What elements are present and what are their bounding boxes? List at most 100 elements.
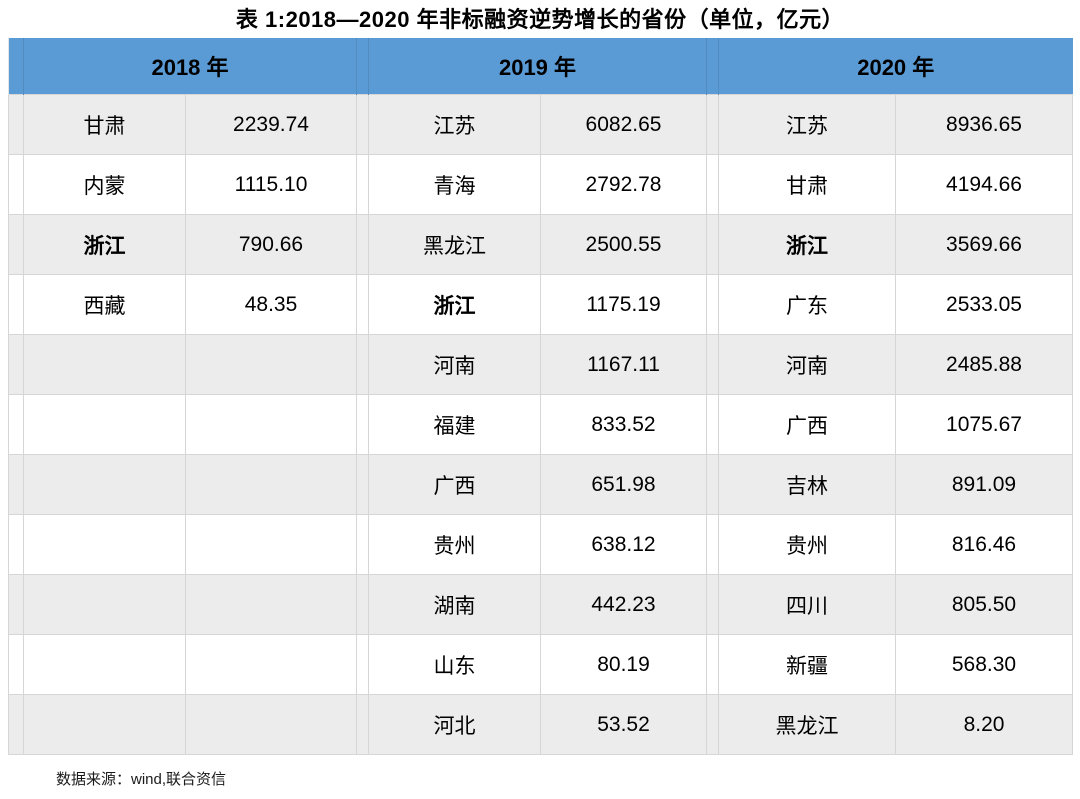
province-2018: 内蒙 [23,154,186,215]
province-2019: 贵州 [368,514,541,575]
province-2019: 江苏 [368,94,541,155]
value-2018 [185,334,357,395]
year-header-2018: 2018 年 [23,38,357,95]
value-2018: 1115.10 [185,154,357,215]
value-2020: 891.09 [895,454,1073,515]
column-gap [706,634,719,695]
value-2018: 790.66 [185,214,357,275]
table-row: 山东 80.19 新疆 568.30 [8,634,1073,695]
province-2019: 广西 [368,454,541,515]
value-2019: 638.12 [540,514,707,575]
column-gap [356,394,369,455]
province-2020: 甘肃 [718,154,896,215]
province-2019: 福建 [368,394,541,455]
value-2018 [185,634,357,695]
row-gap [8,454,24,515]
value-2019: 2792.78 [540,154,707,215]
column-gap [706,394,719,455]
value-2019: 53.52 [540,694,707,755]
table-title: 表 1:2018—2020 年非标融资逆势增长的省份（单位，亿元） [235,7,845,32]
province-2018: 西藏 [23,274,186,335]
column-gap [356,274,369,335]
column-gap [356,514,369,575]
table-row: 福建 833.52 广西 1075.67 [8,394,1073,455]
column-gap [706,334,719,395]
value-2020: 805.50 [895,574,1073,635]
value-2020: 4194.66 [895,154,1073,215]
value-2018 [185,694,357,755]
row-gap [8,514,24,575]
province-2020: 广西 [718,394,896,455]
value-2020: 816.46 [895,514,1073,575]
table-row: 河南 1167.11 河南 2485.88 [8,334,1073,395]
value-2019: 442.23 [540,574,707,635]
column-gap [706,214,719,275]
province-2018 [23,514,186,575]
value-2019: 1167.11 [540,334,707,395]
table-row: 河北 53.52 黑龙江 8.20 [8,694,1073,755]
value-2018 [185,574,357,635]
column-gap [356,154,369,215]
column-gap [706,154,719,215]
province-2018: 浙江 [23,214,186,275]
value-2020: 2533.05 [895,274,1073,335]
data-source-note: 数据来源：wind,联合资信 [56,771,227,788]
column-gap [356,454,369,515]
column-gap [356,634,369,695]
province-2018 [23,634,186,695]
value-2018 [185,394,357,455]
row-gap [8,154,24,215]
column-gap [706,454,719,515]
table-row: 甘肃 2239.74 江苏 6082.65 江苏 8936.65 [8,94,1073,155]
header-row: 2018 年 2019 年 2020 年 [8,38,1073,95]
value-2019: 1175.19 [540,274,707,335]
value-2019: 833.52 [540,394,707,455]
table-row: 贵州 638.12 贵州 816.46 [8,514,1073,575]
financing-table: 2018 年 2019 年 2020 年 甘肃 2239.74 江苏 6082.… [8,38,1073,755]
province-2018 [23,394,186,455]
value-2019: 651.98 [540,454,707,515]
row-gap [8,214,24,275]
row-gap [8,334,24,395]
value-2018 [185,454,357,515]
value-2019: 6082.65 [540,94,707,155]
column-gap [356,574,369,635]
value-2018 [185,514,357,575]
column-gap [706,274,719,335]
year-header-2019: 2019 年 [368,38,707,95]
table-row: 内蒙 1115.10 青海 2792.78 甘肃 4194.66 [8,154,1073,215]
province-2019: 山东 [368,634,541,695]
province-2020: 新疆 [718,634,896,695]
table-row: 湖南 442.23 四川 805.50 [8,574,1073,635]
province-2018 [23,574,186,635]
value-2019: 80.19 [540,634,707,695]
value-2018: 2239.74 [185,94,357,155]
table-row: 广西 651.98 吉林 891.09 [8,454,1073,515]
column-gap [706,694,719,755]
row-gap [8,394,24,455]
value-2020: 3569.66 [895,214,1073,275]
row-gap [8,694,24,755]
province-2019: 青海 [368,154,541,215]
table-row: 浙江 790.66 黑龙江 2500.55 浙江 3569.66 [8,214,1073,275]
value-2020: 2485.88 [895,334,1073,395]
province-2020: 黑龙江 [718,694,896,755]
column-gap [356,694,369,755]
value-2019: 2500.55 [540,214,707,275]
province-2018: 甘肃 [23,94,186,155]
province-2018 [23,454,186,515]
row-gap [8,94,24,155]
value-2020: 8.20 [895,694,1073,755]
province-2018 [23,334,186,395]
province-2020: 浙江 [718,214,896,275]
column-gap [706,574,719,635]
province-2020: 吉林 [718,454,896,515]
province-2020: 贵州 [718,514,896,575]
header-gap [706,38,719,95]
header-gap [356,38,369,95]
column-gap [356,214,369,275]
column-gap [356,334,369,395]
province-2020: 四川 [718,574,896,635]
value-2020: 8936.65 [895,94,1073,155]
province-2018 [23,694,186,755]
